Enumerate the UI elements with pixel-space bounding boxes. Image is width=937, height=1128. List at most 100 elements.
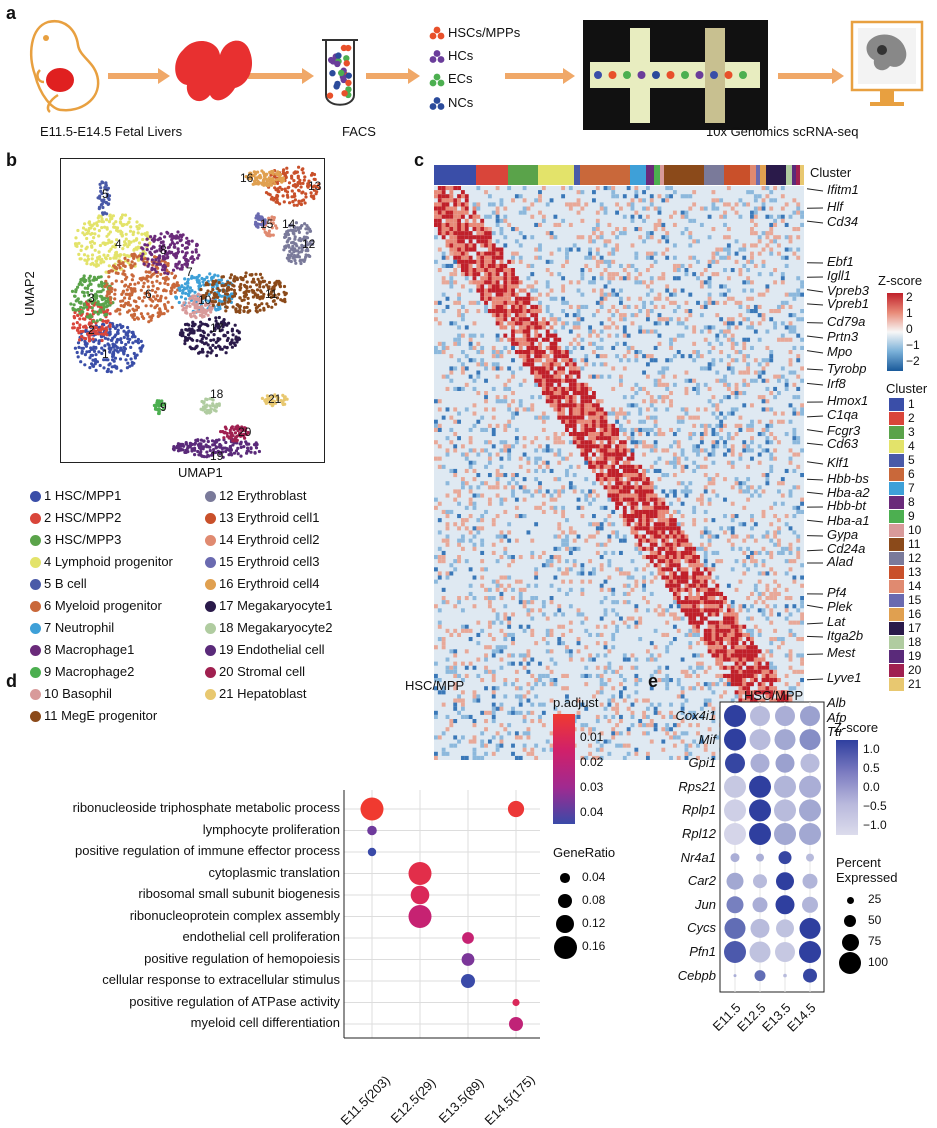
heatmap-cell bbox=[758, 371, 762, 375]
umap-cell-point bbox=[96, 319, 99, 322]
heatmap-cell bbox=[449, 219, 453, 223]
heatmap-cell bbox=[604, 268, 608, 272]
umap-cell-point bbox=[106, 254, 109, 257]
heatmap-cell bbox=[746, 305, 750, 309]
heatmap-cell bbox=[534, 223, 538, 227]
heatmap-cell bbox=[584, 399, 588, 403]
heatmap-cell bbox=[511, 276, 515, 280]
heatmap-cell bbox=[534, 448, 538, 452]
umap-cell-point bbox=[84, 287, 87, 290]
heatmap-cell bbox=[507, 313, 511, 317]
heatmap-cell bbox=[542, 387, 546, 391]
heatmap-cell bbox=[434, 219, 438, 223]
heatmap-cell bbox=[692, 387, 696, 391]
heatmap-cell bbox=[634, 465, 638, 469]
umap-cell-point bbox=[181, 250, 184, 253]
heatmap-cell bbox=[507, 424, 511, 428]
heatmap-cell bbox=[449, 366, 453, 370]
heatmap-cell bbox=[654, 227, 658, 231]
heatmap-cell bbox=[496, 362, 500, 366]
umap-cell-point bbox=[105, 201, 108, 204]
heatmap-cell bbox=[503, 346, 507, 350]
heatmap-cell bbox=[538, 256, 542, 260]
heatmap-cell bbox=[465, 260, 469, 264]
umap-cell-point bbox=[115, 349, 118, 352]
heatmap-cell bbox=[557, 379, 561, 383]
heatmap-cell bbox=[773, 309, 777, 313]
heatmap-cell bbox=[600, 416, 604, 420]
heatmap-cell bbox=[704, 407, 708, 411]
heatmap-cell bbox=[715, 313, 719, 317]
cluster-legend-label: 19 Endothelial cell bbox=[219, 642, 325, 657]
heatmap-cell bbox=[584, 424, 588, 428]
heatmap-cell bbox=[604, 293, 608, 297]
umap-cell-point bbox=[217, 303, 220, 306]
heatmap-cell bbox=[565, 256, 569, 260]
heatmap-cell bbox=[461, 264, 465, 268]
heatmap-cell bbox=[577, 403, 581, 407]
umap-cell-point bbox=[180, 268, 183, 271]
heatmap-cell bbox=[723, 301, 727, 305]
umap-cell-point bbox=[246, 311, 249, 314]
heatmap-cell bbox=[453, 420, 457, 424]
heatmap-cell bbox=[457, 248, 461, 252]
umap-cell-point bbox=[200, 408, 203, 411]
heatmap-cell bbox=[769, 432, 773, 436]
heatmap-cell bbox=[446, 198, 450, 202]
cluster-bar-segment bbox=[792, 165, 796, 185]
heatmap-cell bbox=[438, 465, 442, 469]
heatmap-cell bbox=[507, 276, 511, 280]
heatmap-cell bbox=[469, 436, 473, 440]
heatmap-cell bbox=[503, 317, 507, 321]
heatmap-cell bbox=[719, 399, 723, 403]
heatmap-cell bbox=[523, 289, 527, 293]
heatmap-cell bbox=[742, 264, 746, 268]
heatmap-cell bbox=[565, 399, 569, 403]
heatmap-cell bbox=[484, 465, 488, 469]
heatmap-cell bbox=[496, 284, 500, 288]
cluster-swatch-icon bbox=[30, 535, 41, 546]
umap-cell-point bbox=[73, 303, 76, 306]
heatmap-cell bbox=[538, 465, 542, 469]
umap-cell-point bbox=[185, 237, 188, 240]
heatmap-cell bbox=[569, 432, 573, 436]
heatmap-cell bbox=[719, 379, 723, 383]
umap-cell-point bbox=[113, 297, 116, 300]
heatmap-cell bbox=[746, 202, 750, 206]
umap-cell-point bbox=[115, 325, 118, 328]
heatmap-cell bbox=[573, 202, 577, 206]
heatmap-cell bbox=[534, 309, 538, 313]
heatmap-cell bbox=[688, 432, 692, 436]
heatmap-cell bbox=[565, 375, 569, 379]
heatmap-cell bbox=[465, 268, 469, 272]
heatmap-cell bbox=[546, 202, 550, 206]
heatmap-cell bbox=[453, 338, 457, 342]
heatmap-cell bbox=[449, 321, 453, 325]
heatmap-cell bbox=[777, 420, 781, 424]
heatmap-cell bbox=[604, 239, 608, 243]
umap-cell-point bbox=[297, 175, 300, 178]
heatmap-cell bbox=[796, 440, 800, 444]
heatmap-cell bbox=[658, 334, 662, 338]
heatmap-cell bbox=[507, 260, 511, 264]
heatmap-cell bbox=[530, 362, 534, 366]
heatmap-cell bbox=[523, 317, 527, 321]
umap-cell-point bbox=[181, 304, 184, 307]
heatmap-cell bbox=[800, 448, 804, 452]
heatmap-cell bbox=[449, 207, 453, 211]
heatmap-cell bbox=[750, 448, 754, 452]
heatmap-cell bbox=[465, 309, 469, 313]
heatmap-cell bbox=[561, 440, 565, 444]
umap-cell-point bbox=[270, 184, 273, 187]
umap-cluster-number: 16 bbox=[240, 171, 254, 185]
heatmap-cell bbox=[546, 366, 550, 370]
heatmap-cell bbox=[449, 198, 453, 202]
heatmap-cell bbox=[731, 317, 735, 321]
umap-cell-point bbox=[84, 228, 87, 231]
heatmap-cell bbox=[557, 440, 561, 444]
heatmap-cell bbox=[654, 223, 658, 227]
heatmap-cell bbox=[673, 465, 677, 469]
umap-cell-point bbox=[89, 283, 92, 286]
umap-cell-point bbox=[197, 443, 200, 446]
umap-cell-point bbox=[174, 291, 177, 294]
